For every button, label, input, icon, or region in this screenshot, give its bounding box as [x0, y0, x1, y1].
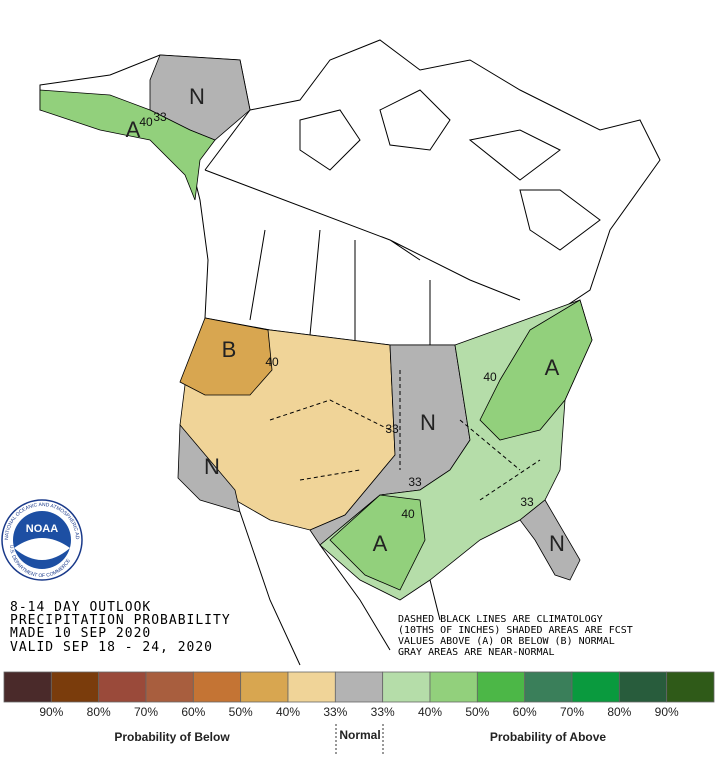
- region-label: N: [189, 84, 205, 109]
- legend-label: 90%: [39, 705, 63, 719]
- legend-label: 60%: [181, 705, 205, 719]
- legend-label: 50%: [229, 705, 253, 719]
- note-line: GRAY AREAS ARE NEAR-NORMAL: [398, 647, 555, 658]
- region-label: A: [545, 355, 560, 380]
- legend-label: 80%: [87, 705, 111, 719]
- legend-swatch: [3, 671, 52, 703]
- contour-label: 40: [265, 355, 279, 369]
- legend-label: 70%: [134, 705, 158, 719]
- legend-swatch: [476, 671, 526, 703]
- legend-title: Normal: [339, 728, 380, 742]
- legend-label: 80%: [607, 705, 631, 719]
- continent-outline: [39, 39, 661, 346]
- legend: Probability of Below Normal Probability …: [3, 671, 715, 754]
- legend-swatch: [334, 671, 384, 703]
- legend-swatch: [240, 671, 289, 703]
- region-label: A: [373, 531, 388, 556]
- contour-label: 40: [139, 115, 153, 129]
- region-label: N: [420, 410, 436, 435]
- legend-label: 70%: [560, 705, 584, 719]
- legend-swatch: [382, 671, 431, 703]
- legend-label: 90%: [655, 705, 679, 719]
- noaa-logo: NOAA NATIONAL OCEANIC AND ATMOSPHERIC AD…: [0, 0, 83, 581]
- mexico-outline: [239, 511, 441, 666]
- contour-label: 33: [385, 422, 399, 436]
- legend-label: 33%: [323, 705, 347, 719]
- contour-label: 33: [153, 110, 167, 124]
- alaska-above: [39, 89, 216, 201]
- florida-near-normal: [519, 499, 581, 581]
- below-40: [179, 317, 273, 396]
- legend-swatch: [429, 671, 478, 703]
- legend-label: 40%: [418, 705, 442, 719]
- legend-label: 50%: [465, 705, 489, 719]
- outlook-line: 8-14 DAY OUTLOOK: [10, 600, 151, 615]
- legend-swatch: [524, 671, 573, 703]
- contour-label: 33: [520, 495, 534, 509]
- note-line: (10THS OF INCHES) SHADED AREAS ARE FCST: [398, 625, 633, 636]
- legend-swatch: [287, 671, 336, 703]
- outlook-line: VALID SEP 18 - 24, 2020: [10, 640, 213, 655]
- legend-title: Probability of Above: [490, 730, 607, 744]
- note-line: DASHED BLACK LINES ARE CLIMATOLOGY: [398, 614, 603, 625]
- outlook-line: PRECIPITATION PROBABILITY: [10, 613, 231, 628]
- contour-label: 40: [483, 370, 497, 384]
- sw-near-normal: [177, 423, 241, 513]
- contour-label: 40: [401, 507, 415, 521]
- region-label: B: [222, 337, 237, 362]
- region-label: A: [126, 117, 141, 142]
- islands: [299, 89, 601, 251]
- legend-label: 60%: [513, 705, 537, 719]
- region-label: N: [204, 454, 220, 479]
- region-label: N: [549, 531, 565, 556]
- legend-swatch: [145, 671, 194, 703]
- note-line: VALUES ABOVE (A) OR BELOW (B) NORMAL: [398, 636, 615, 647]
- map: N A B N N A N A 33 40 40 33 40 33 40 33: [39, 39, 661, 666]
- legend-swatch: [98, 671, 147, 703]
- east-above-40: [329, 299, 593, 591]
- contour-label: 33: [408, 475, 422, 489]
- province-lines: [204, 109, 521, 345]
- outlook-line: MADE 10 SEP 2020: [10, 626, 151, 641]
- legend-title: Probability of Below: [114, 730, 230, 744]
- legend-swatch: [666, 671, 715, 703]
- logo-name: NOAA: [26, 523, 58, 535]
- legend-swatch: [192, 671, 242, 703]
- legend-label: 33%: [371, 705, 395, 719]
- climatology-lines: [269, 370, 541, 501]
- legend-swatch: [50, 671, 100, 703]
- legend-label: 40%: [276, 705, 300, 719]
- legend-swatch: [618, 671, 668, 703]
- legend-swatch: [571, 671, 620, 703]
